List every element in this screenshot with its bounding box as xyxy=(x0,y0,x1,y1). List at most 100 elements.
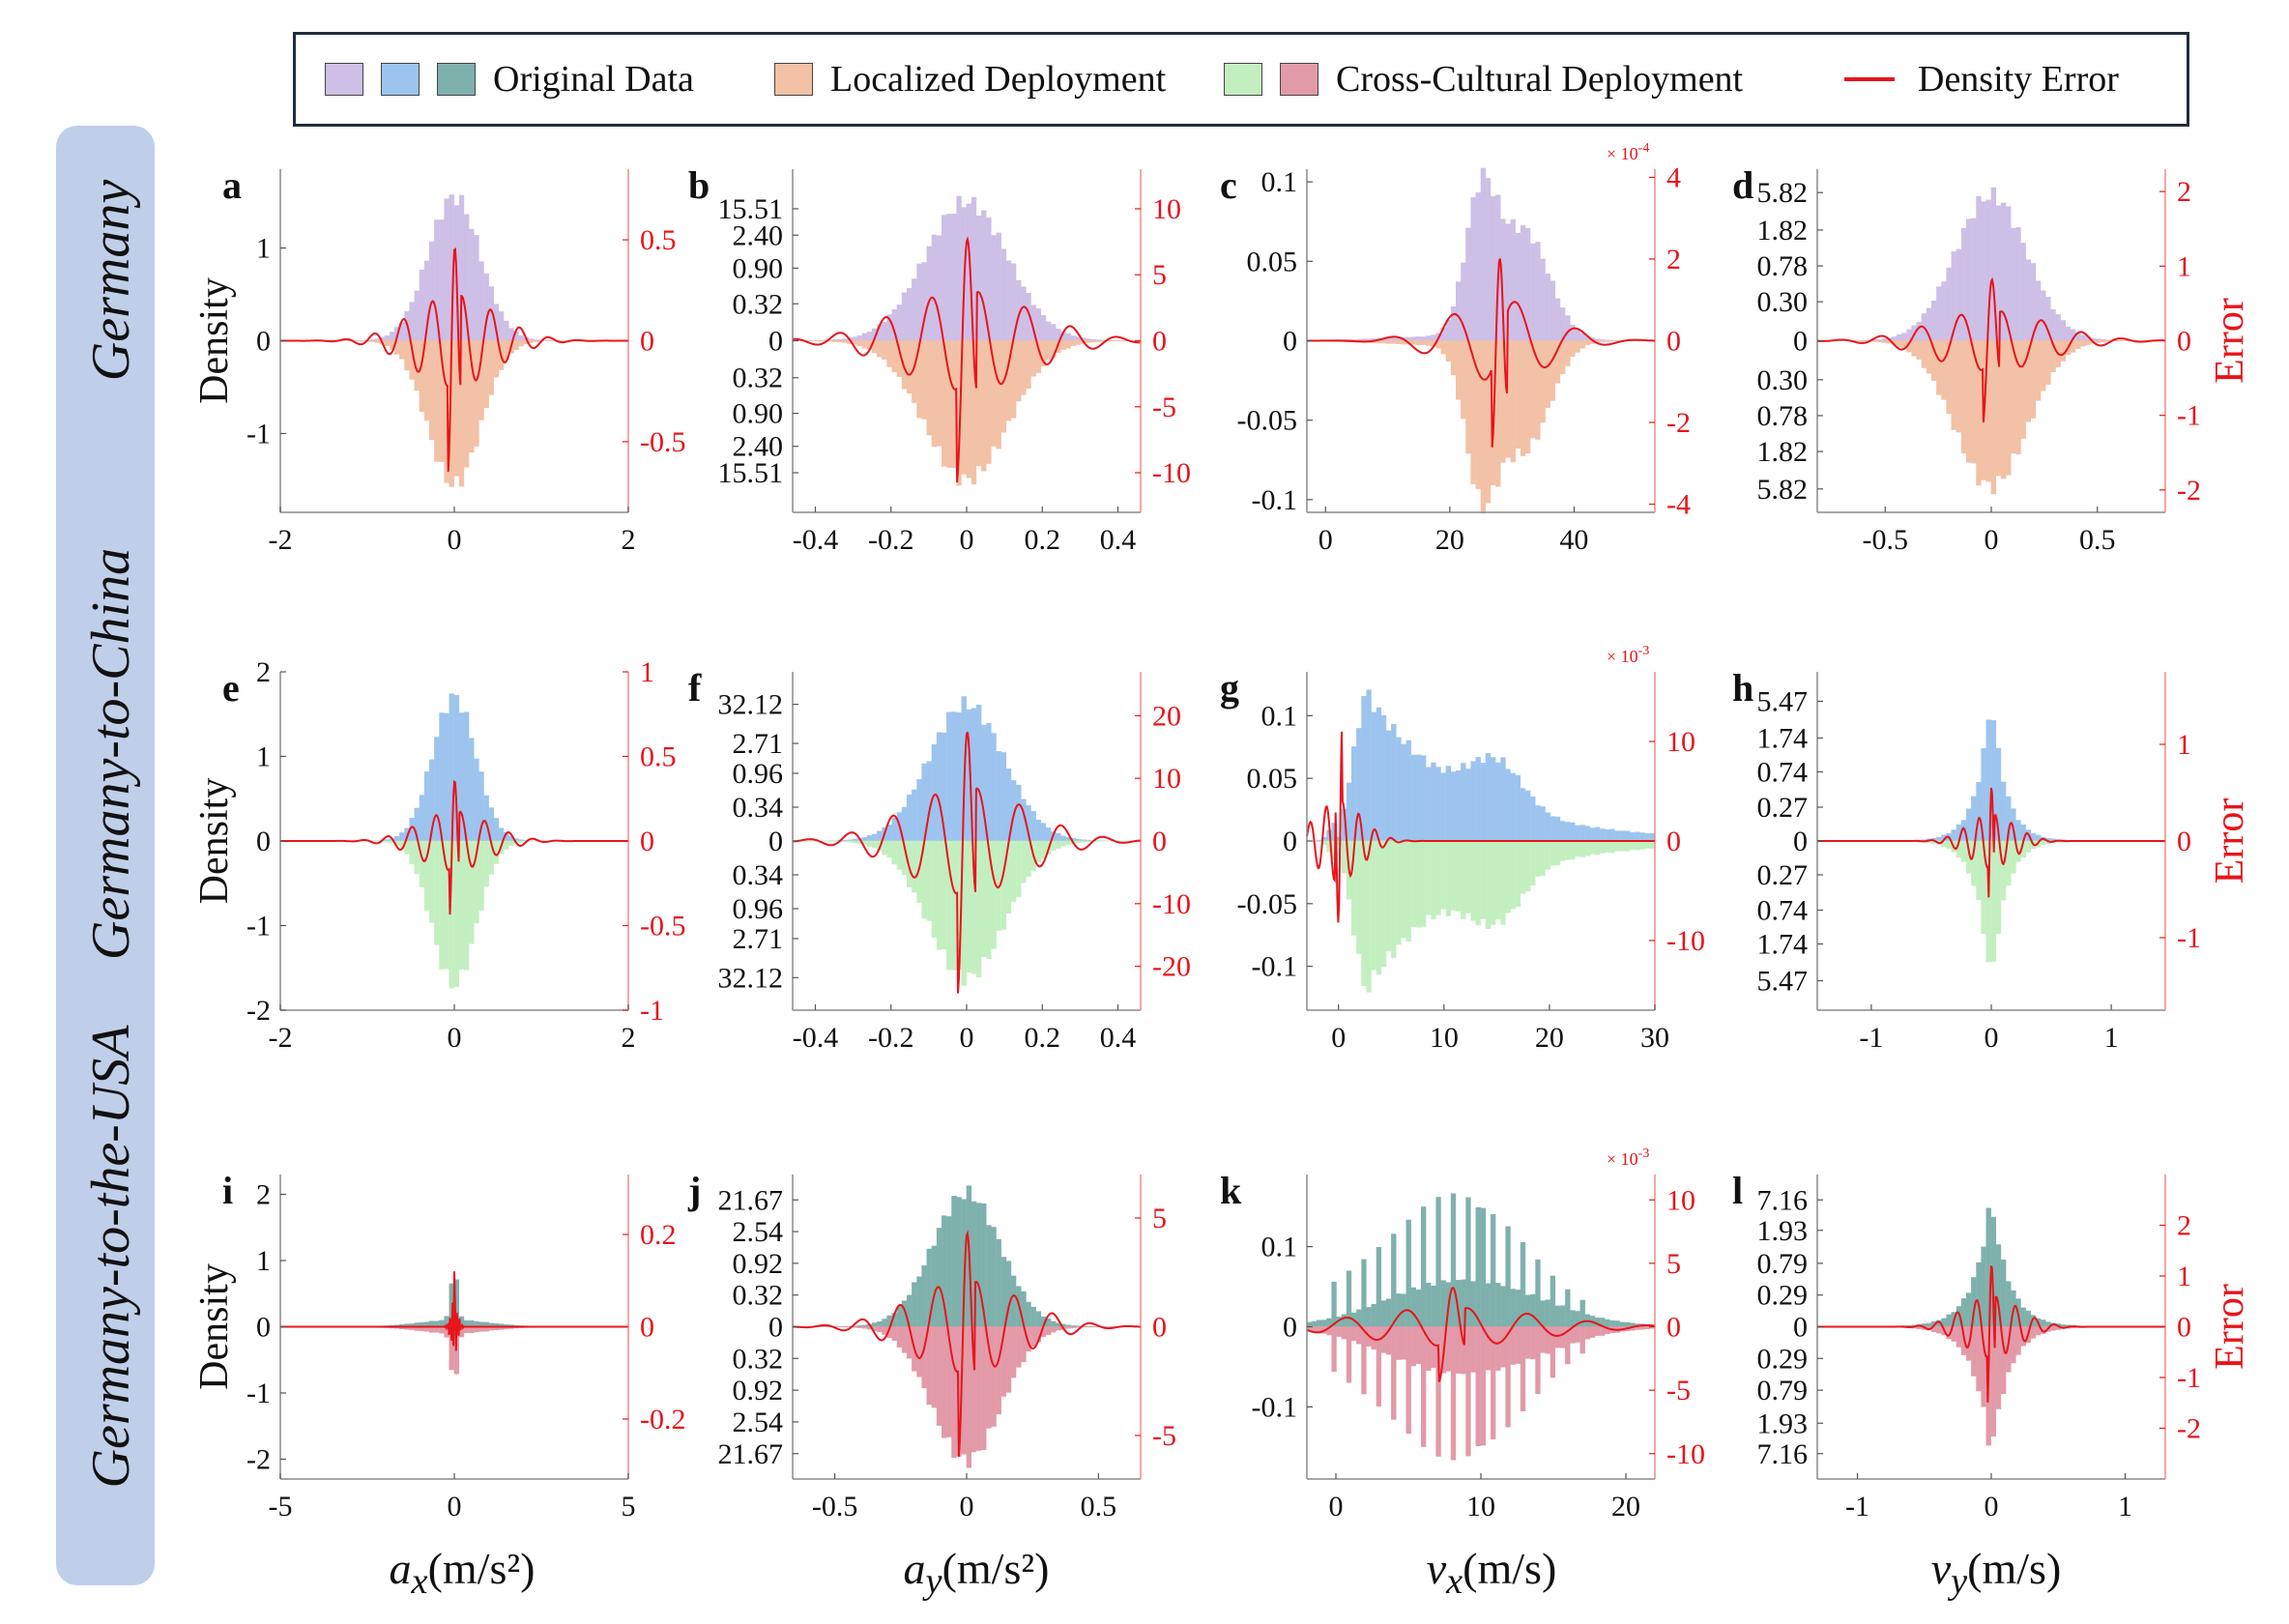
bar-bottom xyxy=(991,340,997,447)
bar-bottom xyxy=(1570,840,1576,860)
bar-bottom xyxy=(1485,840,1492,929)
bar-bottom xyxy=(1475,340,1481,489)
bar-bottom xyxy=(493,340,500,378)
bar-bottom xyxy=(1376,840,1382,975)
bar-bottom xyxy=(414,840,420,875)
left-tick-label: 21.67 xyxy=(718,1438,784,1470)
bar-bottom xyxy=(1575,340,1580,353)
bar-bottom xyxy=(2035,340,2042,401)
left-tick-label: -0.1 xyxy=(1252,1391,1298,1423)
bar-top xyxy=(1026,1301,1031,1327)
bar-top xyxy=(1500,757,1506,842)
x-tick-label: 5 xyxy=(622,1491,636,1522)
bar-bottom xyxy=(1495,340,1501,487)
swatch-cross-green xyxy=(1224,63,1262,96)
error-axis-label: Error xyxy=(2208,1284,2252,1370)
bar-top xyxy=(1321,1320,1327,1327)
right-tick-label: -5 xyxy=(1152,392,1176,423)
bar-top xyxy=(2015,226,2021,341)
bar-top xyxy=(1380,714,1387,842)
bar-bottom xyxy=(474,840,479,924)
bar-top xyxy=(1426,335,1432,341)
bar-bottom xyxy=(1584,1326,1591,1340)
bar-top xyxy=(975,704,982,842)
left-tick-label: 0.29 xyxy=(1757,1343,1809,1375)
bar-bottom xyxy=(1639,840,1645,850)
bar-top xyxy=(861,333,868,341)
bar-bottom xyxy=(847,840,853,843)
bar-top xyxy=(1070,335,1077,341)
bar-bottom xyxy=(1530,840,1536,885)
bar-top xyxy=(1594,826,1601,842)
bar-top xyxy=(393,835,400,842)
bar-top xyxy=(1644,833,1650,842)
bar-bottom xyxy=(1535,840,1541,877)
bar-bottom xyxy=(1485,1326,1492,1371)
bar-top xyxy=(1559,821,1566,842)
bar-bottom xyxy=(882,840,887,856)
bar-top xyxy=(951,711,957,842)
bar-bottom xyxy=(926,1326,932,1406)
right-tick-label: 0 xyxy=(1152,1312,1167,1344)
bar-bottom xyxy=(1005,340,1012,421)
bar-bottom xyxy=(1060,340,1066,351)
bar-top xyxy=(1035,820,1042,842)
bar-top xyxy=(991,1227,997,1327)
bar-bottom xyxy=(1971,1326,1977,1377)
right-tick-label: 1 xyxy=(640,656,654,688)
bar-bottom xyxy=(1594,840,1601,856)
bar-bottom xyxy=(901,1326,908,1353)
bar-top xyxy=(2020,1307,2026,1327)
bar-bottom xyxy=(877,340,883,358)
bar-bottom xyxy=(423,340,430,421)
bar-bottom xyxy=(1445,840,1452,916)
left-tick-label: 0 xyxy=(256,1312,271,1344)
bar-bottom xyxy=(926,340,932,436)
left-tick-label: 5.82 xyxy=(1757,474,1809,506)
x-tick-label: -0.2 xyxy=(868,524,914,556)
right-tick-label: 0.2 xyxy=(640,1219,677,1251)
bar-top xyxy=(1040,823,1047,842)
bar-bottom xyxy=(1415,340,1422,345)
bar-bottom xyxy=(886,340,892,367)
bar-bottom xyxy=(1461,840,1466,919)
bar-bottom xyxy=(2100,340,2106,343)
bar-top xyxy=(478,261,484,341)
bar-bottom xyxy=(2060,340,2067,362)
bar-top xyxy=(1520,225,1526,341)
bar-bottom xyxy=(1030,1326,1036,1348)
bar-bottom xyxy=(1016,840,1022,898)
bar-top xyxy=(981,210,987,341)
bar-top xyxy=(1385,730,1392,842)
bar-bottom xyxy=(1000,1326,1007,1397)
bar-bottom xyxy=(861,1326,868,1329)
right-tick-label: -10 xyxy=(1666,1438,1705,1470)
bar-top xyxy=(1579,825,1585,842)
x-tick-label: -0.5 xyxy=(1862,524,1908,556)
bar-top xyxy=(1554,1305,1561,1327)
bar-top xyxy=(1415,754,1422,842)
right-tick-label: 20 xyxy=(1152,700,1181,732)
bar-bottom xyxy=(946,840,952,971)
bar-bottom xyxy=(1376,1326,1382,1406)
legend-cross-label: Cross-Cultural Deployment xyxy=(1336,59,1744,100)
bar-bottom xyxy=(1431,840,1436,920)
right-tick-label: -10 xyxy=(1666,925,1705,957)
bar-top xyxy=(1396,737,1402,842)
bar-bottom xyxy=(1440,340,1446,355)
bar-bottom xyxy=(419,840,425,887)
bar-bottom xyxy=(1065,340,1071,349)
bar-top xyxy=(1951,829,1956,842)
x-tick-label: 0.5 xyxy=(2079,524,2116,556)
bar-top xyxy=(498,311,505,341)
bar-bottom xyxy=(453,840,460,987)
bar-top xyxy=(1060,835,1066,842)
x-tick-label: -0.5 xyxy=(812,1491,858,1522)
bar-top xyxy=(1524,790,1531,842)
bar-bottom xyxy=(866,840,873,847)
right-tick-label: 0 xyxy=(1152,326,1167,358)
bar-bottom xyxy=(1876,340,1882,342)
right-tick-label: 0 xyxy=(1666,1312,1681,1344)
panel-letter: d xyxy=(1732,163,1753,207)
